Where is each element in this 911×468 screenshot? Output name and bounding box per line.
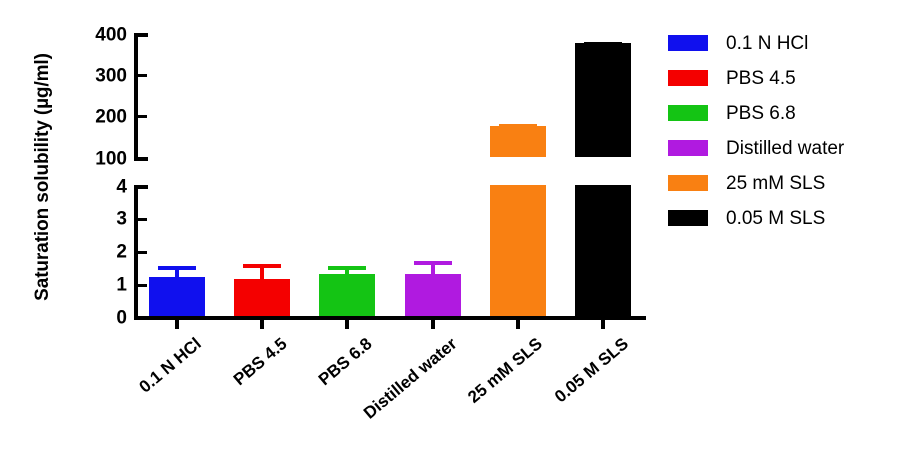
- y-tick-200: [138, 115, 147, 118]
- x-tick-label-4: Distilled water: [360, 334, 461, 423]
- legend-label-6: 0.05 M SLS: [726, 207, 826, 229]
- y-tick-label-3: 3: [116, 208, 127, 230]
- bar-6-upper-segment: [575, 43, 632, 157]
- legend-item-2[interactable]: PBS 4.5: [668, 65, 844, 91]
- x-axis-line: [134, 316, 646, 320]
- x-tick-5: [516, 320, 520, 329]
- y-tick-label-4: 4: [116, 176, 127, 198]
- legend: 0.1 N HCl PBS 4.5 PBS 6.8 Distilled water 25…: [668, 30, 844, 231]
- legend-item-1[interactable]: 0.1 N HCl: [668, 30, 844, 56]
- legend-swatch-3: [668, 105, 708, 121]
- legend-swatch-4: [668, 140, 708, 156]
- legend-swatch-5: [668, 175, 708, 191]
- error-bar-stem-1: [174, 265, 179, 278]
- y-tick-1: [138, 284, 147, 287]
- legend-item-5[interactable]: 25 mM SLS: [668, 170, 844, 196]
- x-tick-4: [430, 320, 435, 329]
- error-bar-stem-3: [345, 265, 350, 275]
- error-bar-stem-2: [260, 264, 264, 280]
- bar-6-lower-segment: [575, 185, 632, 317]
- y-axis-spine-lower: [134, 185, 138, 316]
- error-bar-cap-6: [584, 41, 623, 46]
- y-axis-cap-top-upper: [134, 33, 148, 37]
- legend-item-6[interactable]: 0.05 M SLS: [668, 205, 844, 231]
- y-tick-label-400: 400: [95, 24, 127, 46]
- bar-5-upper-segment: [490, 126, 546, 157]
- bar-4: [404, 274, 461, 317]
- y-tick-3: [138, 218, 147, 221]
- y-tick-label-200: 200: [95, 106, 127, 128]
- y-tick-300: [138, 74, 147, 77]
- legend-swatch-2: [668, 70, 708, 86]
- x-tick-1: [174, 320, 179, 329]
- y-tick-label-300: 300: [95, 65, 127, 87]
- legend-item-3[interactable]: PBS 6.8: [668, 100, 844, 126]
- x-tick-label-1: 0.1 N HCl: [135, 334, 205, 397]
- bar-1: [148, 277, 205, 317]
- bar-3: [319, 274, 376, 317]
- legend-label-5: 25 mM SLS: [726, 172, 826, 194]
- y-axis-title: Saturation solubility (µg/ml): [32, 53, 53, 301]
- legend-swatch-6: [668, 210, 708, 226]
- x-tick-6: [601, 320, 606, 329]
- x-tick-label-5: 25 mM SLS: [464, 334, 547, 407]
- y-tick-label-100: 100: [95, 148, 127, 170]
- y-axis-cap-bottom-upper: [134, 157, 148, 161]
- x-tick-3: [345, 320, 350, 329]
- x-tick-label-2: PBS 4.5: [229, 334, 291, 390]
- legend-label-2: PBS 4.5: [726, 67, 796, 89]
- error-bar-cap-1: [157, 265, 196, 270]
- y-tick-label-0: 0: [116, 307, 127, 329]
- legend-label-4: Distilled water: [726, 137, 845, 159]
- y-axis-spine-upper: [134, 33, 138, 161]
- legend-swatch-1: [668, 35, 708, 51]
- y-tick-2: [138, 251, 147, 254]
- y-tick-label-2: 2: [116, 241, 127, 263]
- legend-label-1: 0.1 N HCl: [726, 32, 809, 54]
- legend-label-3: PBS 6.8: [726, 102, 796, 124]
- y-axis-cap-top-lower: [134, 185, 148, 189]
- error-bar-cap-3: [328, 265, 367, 270]
- x-tick-label-6: 0.05 M SLS: [550, 334, 632, 407]
- error-bar-stem-4: [430, 260, 435, 275]
- bar-2: [234, 279, 290, 317]
- bar-5-lower-segment: [490, 185, 546, 317]
- error-bar-cap-5: [499, 123, 537, 128]
- error-bar-cap-2: [243, 264, 281, 269]
- y-tick-label-1: 1: [116, 274, 127, 296]
- legend-item-4[interactable]: Distilled water: [668, 135, 844, 161]
- x-tick-2: [260, 320, 264, 329]
- error-bar-cap-4: [413, 260, 452, 265]
- x-tick-label-3: PBS 6.8: [314, 334, 376, 390]
- plot-area: 400 300 200 100 4 3 2 1 0 0.1 N HCl PBS 4…: [95, 26, 649, 423]
